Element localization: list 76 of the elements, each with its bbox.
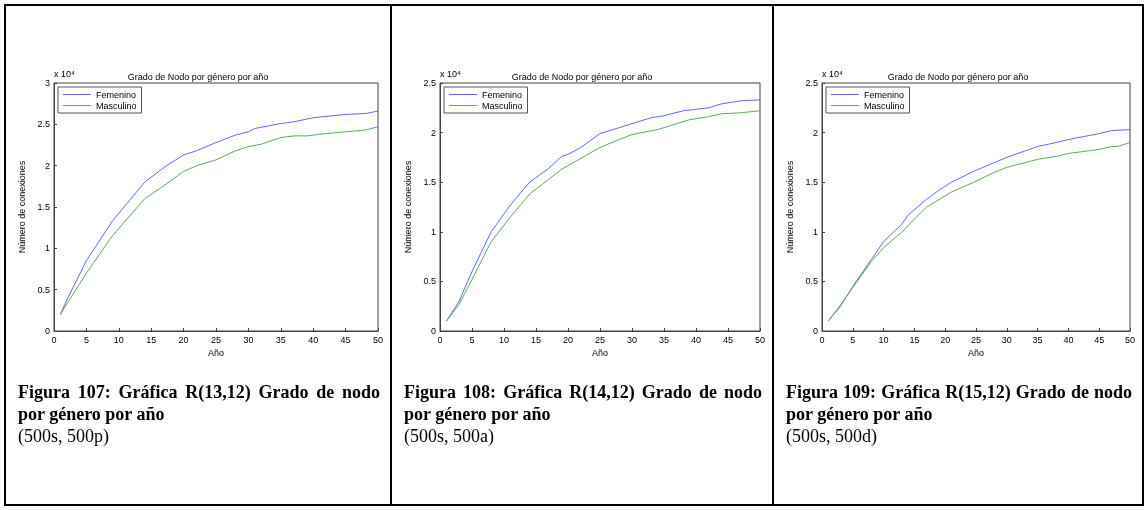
x-tick-label: 50 xyxy=(754,334,766,345)
chart-title: Grado de Nodo por género por año xyxy=(127,71,269,82)
x-tick-label: 25 xyxy=(210,334,222,345)
y-tick-label: 2 xyxy=(44,160,50,171)
y-tick-label: 1.5 xyxy=(423,177,436,188)
text: Figura 107: Gráfica R(13,12) Grado de nodo por género por año xyxy=(18,381,380,425)
y-tick-label: 3 xyxy=(44,78,50,88)
x-tick-label: 10 xyxy=(113,334,124,345)
legend-label: Femenino xyxy=(864,89,905,100)
x-tick-label: 45 xyxy=(340,334,351,345)
legend-label: Masculino xyxy=(864,100,905,111)
x-tick-label: 30 xyxy=(1001,334,1012,345)
x-tick-label: 10 xyxy=(498,334,510,345)
x-tick-label: 10 xyxy=(878,334,889,345)
x-tick-label: 0 xyxy=(51,334,57,345)
x-tick-label: 35 xyxy=(275,334,286,345)
y-tick-label: 0 xyxy=(44,326,50,336)
text: (500s, 500p) xyxy=(18,426,109,446)
x-tick-label: 50 xyxy=(372,334,384,345)
text: x 10⁴ xyxy=(54,68,76,79)
chart-title: Grado de Nodo por género por año xyxy=(511,71,653,82)
x-tick-label: 0 xyxy=(437,334,443,345)
x-tick-label: 5 xyxy=(850,334,856,345)
y-tick-label: 0.5 xyxy=(423,276,436,287)
x-tick-label: 20 xyxy=(178,334,189,345)
y-tick-label: 1 xyxy=(812,226,818,237)
x-tick-label: 30 xyxy=(626,334,638,345)
x-tick-label: 25 xyxy=(594,334,606,345)
y-tick-label: 2.5 xyxy=(805,78,818,88)
x-tick-label: 40 xyxy=(1063,334,1074,345)
y-tick-label: 0 xyxy=(812,326,818,336)
x-axis-title: Año xyxy=(591,348,609,359)
y-tick-label: 2 xyxy=(812,127,818,138)
y-axis-title: Número de conexiones xyxy=(17,160,28,254)
chart-title: Grado de Nodo por género por año xyxy=(887,71,1029,82)
x-tick-label: 40 xyxy=(690,334,702,345)
y-tick-label: 1 xyxy=(44,243,50,254)
text: x 10⁴ xyxy=(440,68,462,79)
text: (500s, 500d) xyxy=(786,426,877,446)
legend-label: Masculino xyxy=(482,100,523,111)
y-tick-label: 1 xyxy=(430,226,436,237)
text: Figura 109: Gráfica R(15,12) Grado de nodo por género por año xyxy=(786,381,1132,425)
text: x 10⁴ xyxy=(822,68,844,79)
x-tick-label: 30 xyxy=(243,334,254,345)
text: (500s, 500a) xyxy=(404,426,494,446)
x-tick-label: 5 xyxy=(83,334,89,345)
x-tick-label: 50 xyxy=(1124,334,1136,345)
y-tick-label: 1.5 xyxy=(37,202,50,212)
y-tick-label: 2.5 xyxy=(423,78,436,88)
x-tick-label: 0 xyxy=(819,334,825,345)
x-tick-label: 5 xyxy=(469,334,475,345)
y-tick-label: 0.5 xyxy=(805,276,818,287)
x-tick-label: 20 xyxy=(940,334,951,345)
text: Figura 108: Gráfica R(14,12) Grado de nodo por género por año xyxy=(404,381,762,425)
x-tick-label: 45 xyxy=(722,334,734,345)
x-tick-label: 25 xyxy=(970,334,982,345)
x-tick-label: 15 xyxy=(909,334,920,345)
y-tick-label: 2.5 xyxy=(37,119,50,130)
y-tick-label: 1.5 xyxy=(805,177,818,188)
x-tick-label: 15 xyxy=(530,334,542,345)
y-tick-label: 0 xyxy=(430,326,436,336)
x-tick-label: 15 xyxy=(146,334,157,345)
x-axis-title: Año xyxy=(967,348,985,359)
y-tick-label: 2 xyxy=(430,127,436,138)
x-tick-label: 40 xyxy=(308,334,319,345)
legend-label: Masculino xyxy=(96,100,137,111)
x-tick-label: 20 xyxy=(562,334,574,345)
y-axis-title: Número de conexiones xyxy=(403,160,414,254)
x-axis-title: Año xyxy=(207,348,225,359)
y-tick-label: 0.5 xyxy=(37,284,50,295)
x-tick-label: 35 xyxy=(1032,334,1043,345)
legend-label: Femenino xyxy=(96,89,137,100)
x-tick-label: 35 xyxy=(658,334,670,345)
y-axis-title: Número de conexiones xyxy=(785,160,796,254)
x-tick-label: 45 xyxy=(1094,334,1105,345)
legend-label: Femenino xyxy=(482,89,523,100)
